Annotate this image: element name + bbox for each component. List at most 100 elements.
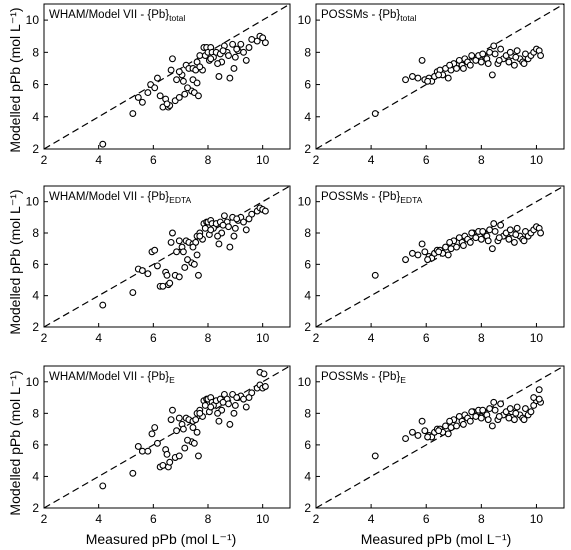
data-point — [144, 270, 152, 278]
x-tick-label: 6 — [150, 512, 157, 526]
x-tick-label: 4 — [368, 331, 375, 345]
data-point — [225, 52, 232, 60]
data-point — [402, 435, 410, 443]
y-tick-label: 10 — [298, 195, 312, 209]
data-point — [231, 401, 239, 409]
data-point — [219, 47, 227, 55]
data-point — [418, 240, 426, 248]
y-tick-label: 8 — [304, 406, 311, 420]
y-tick-label: 2 — [304, 501, 311, 515]
data-point — [138, 98, 146, 106]
data-point — [99, 140, 107, 148]
data-point — [535, 386, 543, 394]
data-point — [435, 427, 443, 435]
scatter-panel-3: 2 4 6 8 10 2 4 6 8 10 WHAM/Model VII - {Pb}EDTA — [26, 185, 291, 345]
data-point — [497, 45, 505, 53]
data-point — [371, 110, 379, 118]
data-point — [479, 406, 487, 414]
data-point — [486, 405, 494, 413]
data-point — [225, 223, 232, 231]
data-point — [163, 450, 171, 458]
data-point — [230, 64, 238, 72]
data-point — [151, 84, 159, 92]
data-point — [506, 226, 514, 234]
y-tick-label: 2 — [304, 142, 311, 156]
x-tick-label: 2 — [313, 153, 320, 167]
y-tick-label: 10 — [26, 195, 40, 209]
data-point — [497, 221, 505, 229]
data-point — [466, 61, 474, 69]
data-point — [179, 77, 187, 85]
y-tick-label: 10 — [26, 375, 40, 389]
y-tick-label: 6 — [304, 438, 311, 452]
data-point — [520, 60, 528, 68]
one-to-one-line — [315, 365, 565, 509]
x-tick-label: 2 — [41, 512, 48, 526]
data-point — [510, 61, 518, 69]
data-point — [190, 260, 198, 268]
data-point — [402, 76, 410, 84]
x-tick-label: 8 — [478, 153, 485, 167]
data-point — [421, 248, 429, 256]
data-point — [181, 264, 189, 271]
x-axis-label-right: Measured pPb (mol L⁻¹) — [361, 531, 512, 547]
data-point — [167, 238, 175, 246]
data-point — [261, 39, 269, 47]
x-tick-label: 10 — [256, 512, 270, 526]
data-point — [530, 394, 538, 402]
data-point — [240, 48, 247, 56]
data-point — [194, 92, 202, 100]
x-tick-label: 8 — [205, 331, 212, 345]
data-point — [402, 256, 410, 264]
data-point — [242, 403, 250, 411]
y-tick-label: 6 — [304, 78, 311, 92]
data-point — [173, 248, 181, 256]
data-point — [215, 73, 223, 80]
one-to-one-line — [43, 365, 291, 509]
data-point — [179, 248, 187, 256]
data-point — [453, 422, 460, 430]
data-point — [414, 74, 422, 82]
scatter-panel-6: 2 4 6 8 10 2 4 6 8 10 POSSMs - {Pb}E — [298, 365, 565, 526]
data-point — [190, 439, 198, 447]
x-tick-label: 6 — [150, 153, 157, 167]
data-point — [488, 245, 496, 253]
data-point — [173, 427, 181, 435]
data-point — [505, 414, 513, 422]
data-point — [512, 231, 520, 239]
plot-frame — [43, 3, 291, 150]
panel-title-subscript: EDTA — [169, 195, 191, 205]
data-point — [468, 52, 476, 60]
y-tick-label: 6 — [32, 257, 39, 271]
panel-title: POSSMs - {Pb}E — [321, 371, 406, 385]
panel-title: WHAM/Model VII - {Pb}EDTA — [49, 191, 192, 205]
data-point — [513, 47, 521, 55]
data-point — [159, 461, 167, 469]
data-point — [477, 414, 485, 422]
panel-title-main: WHAM/Model VII - {Pb} — [49, 9, 169, 21]
data-point — [134, 443, 142, 450]
data-point — [537, 229, 545, 237]
data-point — [261, 207, 269, 215]
data-point — [512, 409, 520, 417]
data-point — [175, 414, 183, 422]
y-tick-label: 10 — [26, 13, 40, 27]
x-tick-label: 10 — [530, 153, 544, 167]
data-point — [245, 44, 253, 51]
data-point — [444, 251, 452, 259]
data-point — [226, 243, 234, 251]
data-point — [196, 63, 204, 71]
data-point — [520, 416, 528, 424]
panel-title-subscript: E — [400, 375, 406, 385]
data-point — [229, 40, 237, 48]
data-point — [512, 53, 520, 61]
data-point — [527, 408, 535, 416]
data-point — [196, 232, 204, 240]
x-tick-label: 10 — [256, 153, 270, 167]
panel-title: POSSMs - {Pb}total — [321, 9, 416, 23]
panel-title-main: POSSMs - {Pb} — [321, 9, 400, 21]
data-point — [194, 452, 202, 460]
data-point — [181, 90, 189, 98]
x-tick-label: 4 — [368, 512, 375, 526]
